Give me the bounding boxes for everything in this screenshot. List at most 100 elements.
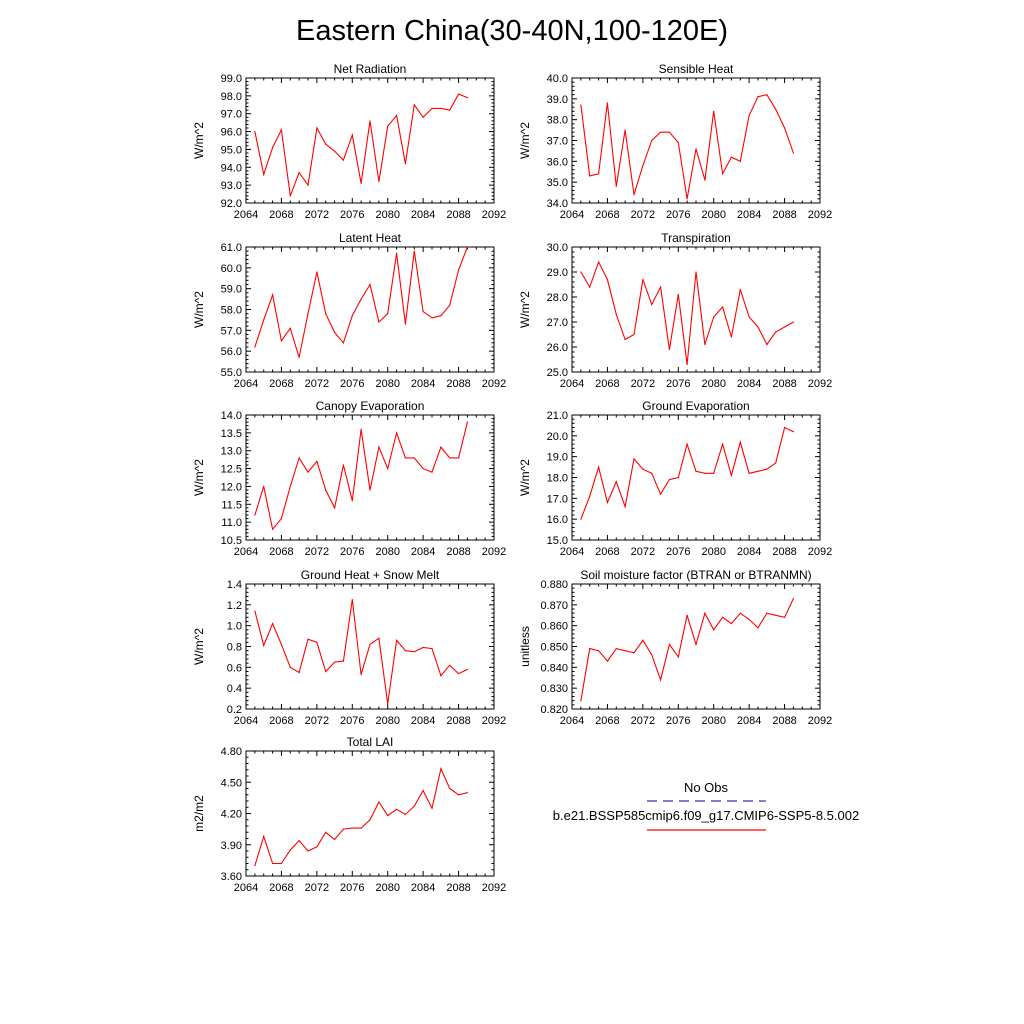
x-tick-label: 2092 <box>482 882 506 894</box>
x-tick-label: 2072 <box>631 715 655 727</box>
x-tick-label: 2072 <box>305 882 329 894</box>
y-tick-label: 30.0 <box>547 242 568 254</box>
x-tick-label: 2076 <box>666 715 690 727</box>
data-point <box>739 288 741 291</box>
x-tick-label: 2092 <box>808 715 832 727</box>
data-point <box>775 108 777 110</box>
y-tick-label: 98.0 <box>221 91 242 103</box>
data-point <box>440 446 442 448</box>
data-point <box>431 647 433 650</box>
y-axis-label: W/m^2 <box>192 459 206 496</box>
data-point <box>404 457 407 459</box>
panel-title: Latent Heat <box>339 231 402 245</box>
data-point <box>466 421 469 423</box>
data-point <box>440 768 442 770</box>
x-tick-label: 2092 <box>482 546 506 558</box>
x-tick-label: 2072 <box>305 209 329 221</box>
data-point <box>659 493 662 495</box>
panel-7: Ground Heat + Snow Melt 2064 2068 2072 2076 2… <box>192 568 506 727</box>
x-tick-label: 2064 <box>234 882 258 894</box>
data-point <box>263 644 265 647</box>
x-tick-label: 2080 <box>375 546 399 558</box>
data-point <box>597 650 600 652</box>
x-tick-label: 2064 <box>234 209 258 221</box>
y-tick-label: 0.2 <box>227 704 242 716</box>
y-tick-label: 60.0 <box>221 263 242 275</box>
y-tick-label: 0.840 <box>540 662 568 674</box>
data-point <box>395 114 398 117</box>
x-tick-label: 2068 <box>595 546 619 558</box>
figure-title: Eastern China(30-40N,100-120E) <box>296 15 728 47</box>
x-tick-label: 2064 <box>234 378 258 390</box>
data-point <box>457 457 460 459</box>
x-tick-label: 2068 <box>269 378 293 390</box>
y-tick-label: 0.8 <box>227 642 242 654</box>
data-point <box>783 127 786 129</box>
y-tick-label: 11.5 <box>221 499 242 511</box>
y-tick-label: 12.5 <box>221 464 242 476</box>
data-point <box>378 180 380 183</box>
x-tick-label: 2080 <box>701 209 725 221</box>
y-tick-label: 34.0 <box>547 198 568 210</box>
data-point <box>633 458 635 460</box>
data-point <box>757 96 759 98</box>
x-tick-label: 2084 <box>737 209 761 221</box>
data-point <box>289 195 291 197</box>
x-tick-label: 2064 <box>560 378 584 390</box>
y-tick-label: 10.5 <box>221 535 242 547</box>
y-axis-label: W/m^2 <box>192 628 206 665</box>
data-point <box>422 789 424 792</box>
data-point <box>757 470 759 472</box>
y-tick-label: 21.0 <box>547 410 568 422</box>
x-tick-label: 2084 <box>411 882 435 894</box>
data-point <box>606 278 609 281</box>
data-point <box>651 139 653 142</box>
data-point <box>748 316 750 318</box>
y-tick-label: 39.0 <box>547 94 568 106</box>
y-tick-label: 94.0 <box>221 162 242 174</box>
y-tick-label: 36.0 <box>547 156 568 168</box>
plot-frame <box>571 583 821 710</box>
y-tick-label: 3.90 <box>221 840 242 852</box>
data-point <box>615 647 617 650</box>
y-tick-label: 38.0 <box>547 115 568 127</box>
y-tick-label: 14.0 <box>221 410 242 422</box>
data-point <box>351 500 353 502</box>
data-point <box>263 319 265 321</box>
data-point <box>766 94 768 96</box>
data-point <box>606 501 609 504</box>
data-point <box>748 114 750 117</box>
data-point <box>333 331 336 334</box>
y-tick-label: 12.0 <box>221 481 242 493</box>
data-point <box>413 651 415 653</box>
y-tick-label: 1.4 <box>227 579 242 591</box>
y-tick-label: 40.0 <box>547 73 568 85</box>
y-tick-label: 56.0 <box>221 346 242 358</box>
y-tick-label: 4.50 <box>221 777 242 789</box>
x-tick-label: 2092 <box>482 715 506 727</box>
series-line <box>580 260 794 365</box>
x-tick-label: 2088 <box>772 209 796 221</box>
legend: No Obs b.e21.BSSP585cmip6.f09_g17.CMIP6-… <box>553 780 859 831</box>
data-point <box>713 629 715 631</box>
data-point <box>704 472 706 474</box>
data-point <box>783 616 786 618</box>
data-point <box>431 107 433 109</box>
y-tick-label: 0.830 <box>540 683 568 695</box>
y-tick-label: 20.0 <box>547 431 568 443</box>
data-point <box>686 614 688 616</box>
data-point <box>387 703 389 705</box>
panel-title: Total LAI <box>347 735 394 749</box>
x-tick-label: 2084 <box>737 378 761 390</box>
y-tick-label: 16.0 <box>547 514 568 526</box>
data-point <box>333 661 336 663</box>
y-tick-label: 0.820 <box>540 704 568 716</box>
data-point <box>351 134 353 136</box>
data-point <box>325 143 327 145</box>
legend-obs-label: No Obs <box>684 780 729 795</box>
data-point <box>369 643 371 646</box>
data-point <box>695 148 697 150</box>
x-tick-label: 2064 <box>234 715 258 727</box>
x-tick-label: 2068 <box>595 378 619 390</box>
data-point <box>739 160 741 162</box>
